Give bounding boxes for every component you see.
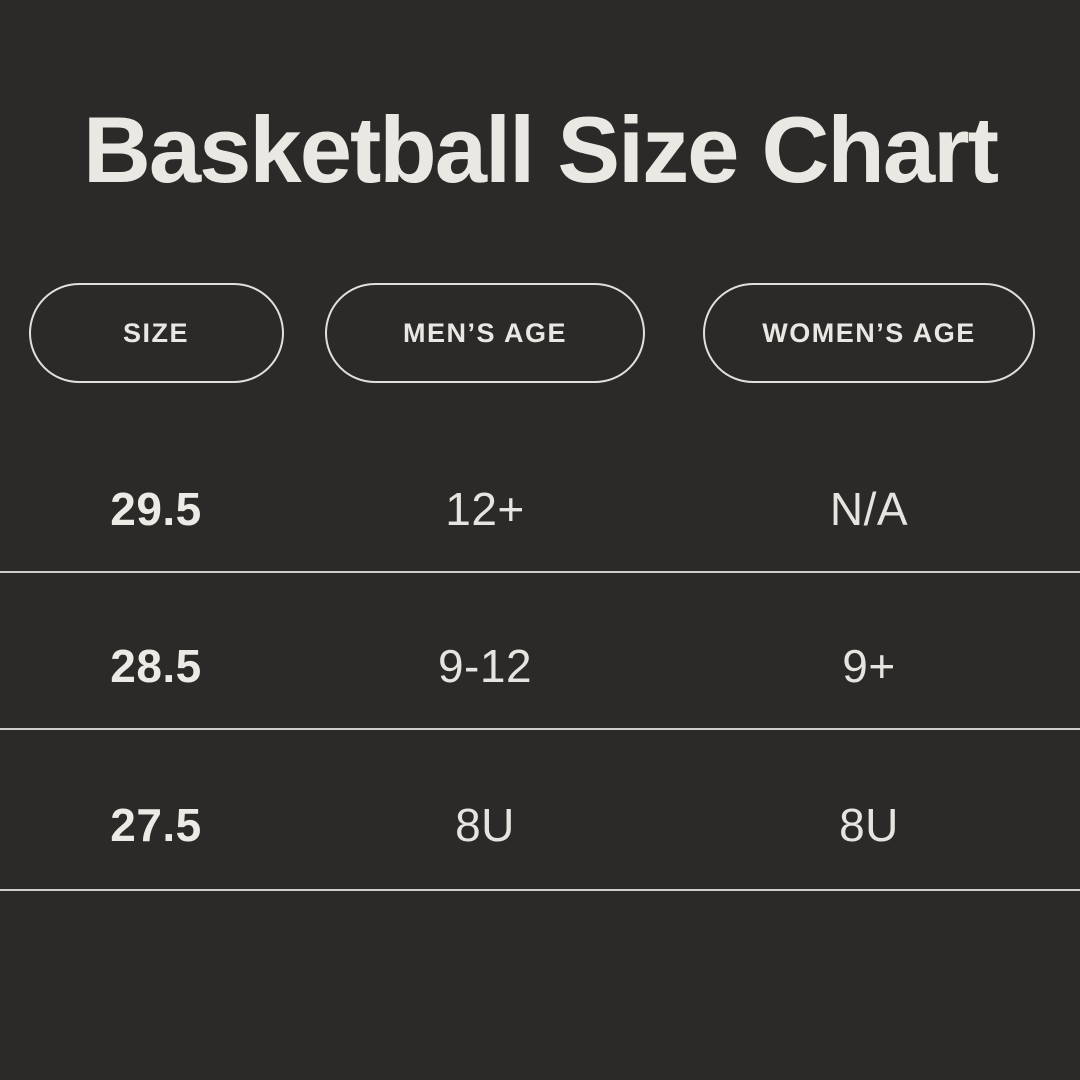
mens-age-value: 12+ bbox=[445, 482, 525, 535]
size-table: 29.5 12+ N/A 28.5 9-12 9+ 27.5 8U 8U bbox=[0, 416, 1080, 891]
table-header-row: SIZE MEN’S AGE WOMEN’S AGE bbox=[0, 283, 1080, 383]
womens-age-value: 8U bbox=[839, 798, 899, 851]
table-row: 29.5 12+ N/A bbox=[0, 416, 1080, 573]
table-row: 27.5 8U 8U bbox=[0, 730, 1080, 891]
header-cell-size: SIZE bbox=[0, 283, 312, 383]
mens-age-column-pill: MEN’S AGE bbox=[325, 283, 645, 383]
size-value: 27.5 bbox=[110, 798, 202, 851]
size-value: 29.5 bbox=[110, 482, 202, 535]
mens-age-value: 8U bbox=[455, 798, 515, 851]
header-cell-mens-age: MEN’S AGE bbox=[312, 283, 658, 383]
table-row: 28.5 9-12 9+ bbox=[0, 573, 1080, 730]
mens-age-value: 9-12 bbox=[437, 639, 533, 692]
womens-age-value: 9+ bbox=[842, 639, 896, 692]
womens-age-column-pill: WOMEN’S AGE bbox=[703, 283, 1035, 383]
mens-age-column-label: MEN’S AGE bbox=[402, 317, 568, 348]
womens-age-column-label: WOMEN’S AGE bbox=[762, 317, 976, 348]
page-title: Basketball Size Chart bbox=[82, 97, 999, 202]
size-column-label: SIZE bbox=[122, 317, 189, 348]
size-value: 28.5 bbox=[110, 639, 202, 692]
size-column-pill: SIZE bbox=[28, 283, 284, 383]
womens-age-value: N/A bbox=[829, 482, 909, 535]
header-cell-womens-age: WOMEN’S AGE bbox=[658, 283, 1080, 383]
